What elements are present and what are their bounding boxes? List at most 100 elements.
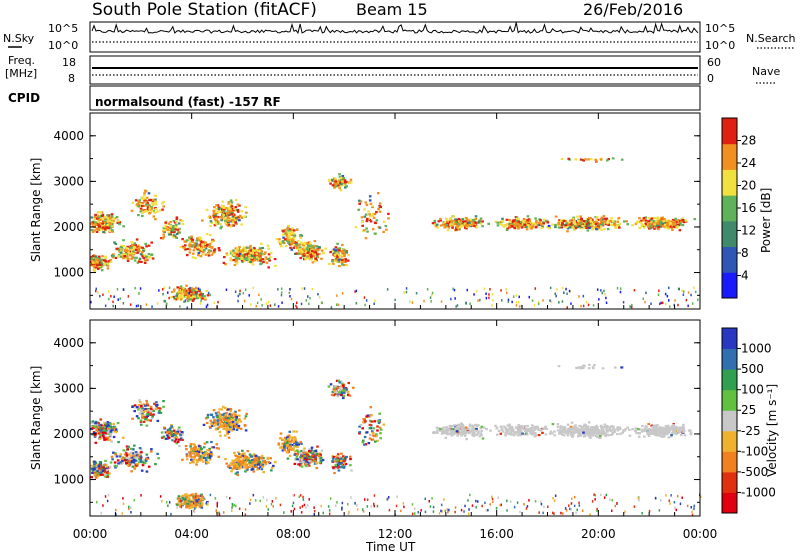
range-cell (589, 220, 593, 223)
range-cell (142, 410, 145, 414)
range-cell (230, 413, 234, 417)
range-cell (309, 296, 311, 300)
range-cell (454, 218, 458, 221)
range-cell (345, 181, 348, 184)
range-cell (660, 301, 662, 305)
range-cell (91, 420, 95, 423)
range-cell (249, 253, 252, 256)
range-cell (331, 184, 335, 187)
range-cell (101, 222, 104, 225)
range-cell (233, 422, 236, 425)
range-cell (135, 463, 139, 466)
range-cell (315, 466, 319, 470)
range-cell (213, 218, 217, 221)
range-cell (137, 202, 141, 205)
range-cell (314, 257, 317, 260)
range-cell (153, 402, 156, 405)
range-cell (578, 295, 580, 298)
range-cell (232, 259, 235, 262)
range-cell (267, 253, 271, 256)
range-cell (306, 460, 310, 464)
range-cell (216, 427, 219, 430)
range-cell (123, 255, 127, 258)
range-cell (134, 244, 137, 247)
range-cell (261, 463, 265, 466)
range-cell (296, 445, 299, 448)
range-cell (260, 298, 262, 301)
range-cell (517, 226, 520, 229)
range-cell (98, 461, 102, 464)
range-cell (193, 496, 197, 500)
range-cell (513, 434, 516, 437)
range-cell (145, 255, 148, 258)
range-cell (142, 249, 145, 253)
range-cell (604, 219, 608, 222)
range-cell (375, 211, 378, 214)
range-cell (336, 303, 338, 306)
range-cell (110, 213, 114, 216)
range-cell (186, 289, 190, 292)
range-cell (252, 286, 254, 289)
range-cell (221, 208, 224, 211)
range-cell (233, 467, 236, 470)
range-cell (534, 287, 536, 290)
range-cell (349, 178, 353, 181)
range-cell (167, 436, 171, 439)
range-cell (193, 297, 197, 300)
range-cell (316, 445, 319, 448)
range-cell (239, 292, 241, 296)
range-cell (214, 423, 218, 426)
range-cell (299, 461, 302, 464)
range-cell (137, 246, 141, 249)
range-cell (564, 224, 568, 227)
range-cell (206, 294, 210, 297)
range-cell (234, 198, 238, 202)
range-cell (524, 225, 528, 229)
range-cell (439, 217, 442, 220)
range-cell (464, 426, 468, 429)
range-cell (99, 473, 103, 476)
range-cell (188, 291, 190, 295)
range-cell (117, 248, 120, 251)
range-cell (506, 424, 510, 427)
range-cell (666, 294, 669, 298)
range-cell (253, 454, 256, 457)
range-cell (291, 240, 294, 243)
range-cell (618, 226, 621, 229)
range-cell (364, 303, 366, 307)
range-cell (597, 227, 601, 230)
range-cell (431, 293, 433, 297)
range-cell (143, 261, 147, 264)
range-cell (300, 453, 303, 456)
range-cell (268, 256, 272, 259)
range-cell (149, 413, 152, 416)
range-cell (253, 458, 256, 462)
range-cell (499, 432, 503, 435)
range-cell (604, 293, 606, 296)
range-cell (195, 292, 198, 295)
range-cell (194, 445, 197, 448)
range-cell (510, 425, 514, 428)
range-cell (214, 428, 218, 431)
range-cell (203, 295, 206, 298)
range-cell (145, 453, 149, 456)
range-cell (95, 287, 97, 291)
range-cell (658, 222, 662, 225)
range-cell (235, 417, 238, 420)
range-cell (97, 430, 101, 434)
range-cell (342, 177, 345, 180)
range-cell (525, 228, 529, 231)
range-cell (445, 429, 448, 432)
range-cell (601, 218, 604, 221)
range-cell (120, 248, 123, 251)
range-cell (314, 457, 317, 461)
range-cell (108, 429, 111, 432)
range-cell (152, 198, 155, 201)
range-cell (162, 227, 166, 230)
range-cell (93, 218, 97, 221)
range-cell (310, 460, 314, 463)
range-cell (570, 222, 573, 225)
range-cell (139, 253, 143, 256)
range-cell (150, 209, 154, 213)
range-cell (315, 454, 318, 457)
